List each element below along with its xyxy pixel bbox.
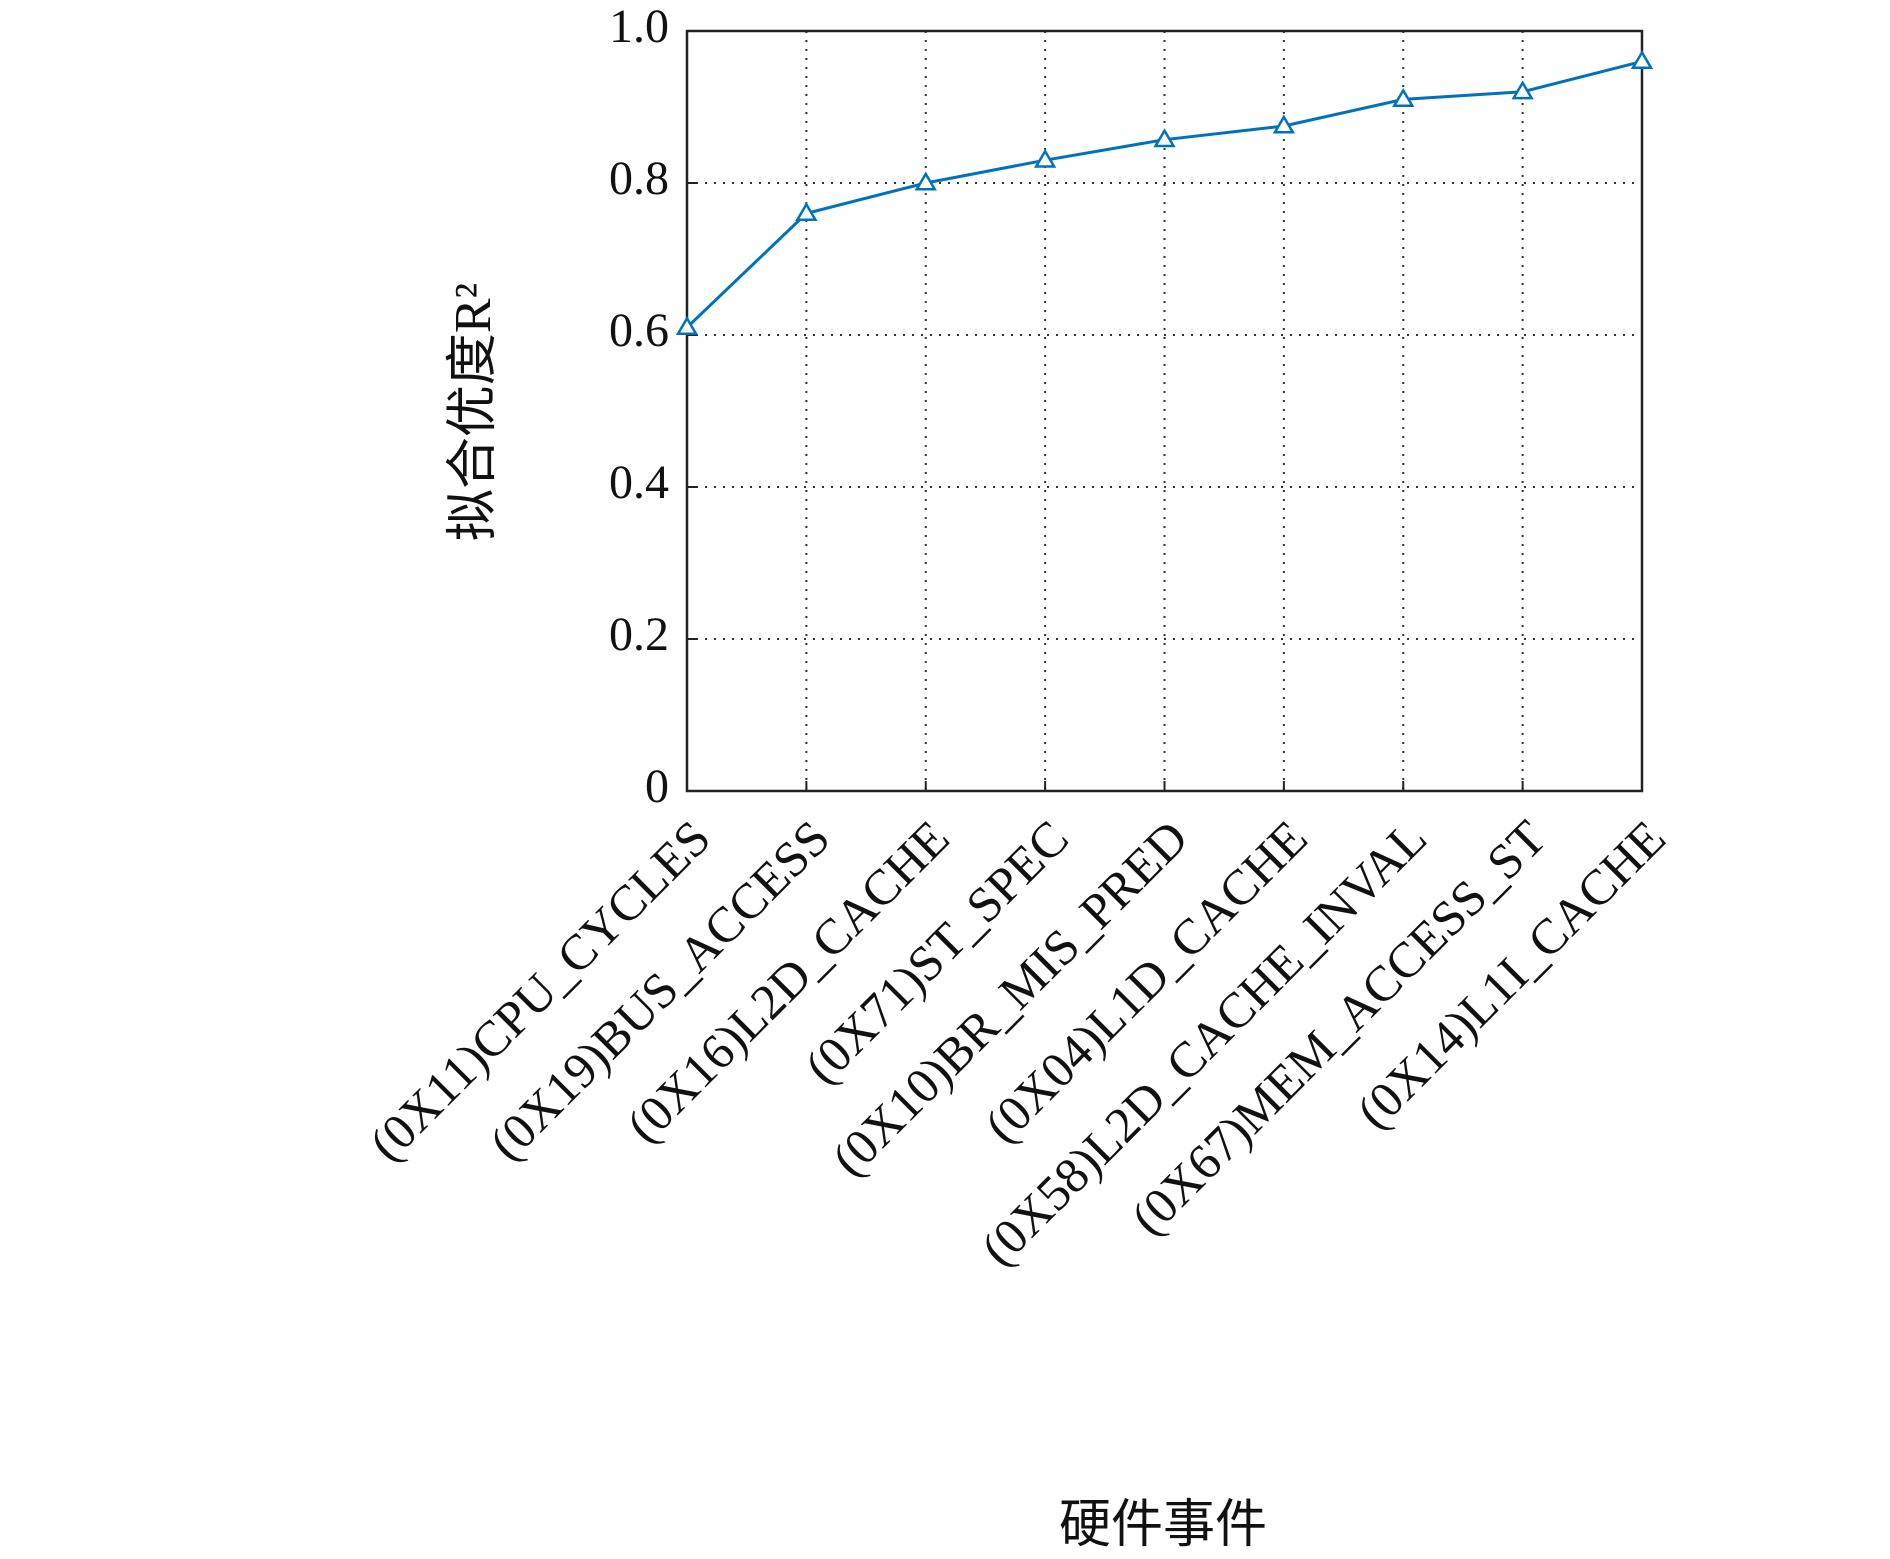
data-marker (1511, 80, 1534, 100)
data-marker (1272, 114, 1296, 134)
y-tick-label: 1.0 (609, 0, 669, 53)
data-marker (675, 315, 699, 335)
plot-frame (685, 29, 1644, 793)
data-marker (1630, 49, 1654, 69)
data-marker (795, 201, 818, 221)
x-axis-title: 硬件事件 (1059, 1497, 1267, 1554)
y-axis-title: 拟合优度R² (445, 283, 502, 541)
y-tick-label: 0.2 (609, 608, 669, 661)
data-marker (1392, 87, 1415, 107)
data-marker (1033, 148, 1057, 168)
data-marker (914, 171, 937, 191)
y-tick-label: 0 (645, 760, 669, 813)
y-tick-label: 0.8 (609, 152, 669, 205)
y-tick-label: 0.6 (609, 304, 669, 357)
y-tick-label: 0.4 (609, 456, 669, 509)
data-marker (1153, 128, 1176, 148)
